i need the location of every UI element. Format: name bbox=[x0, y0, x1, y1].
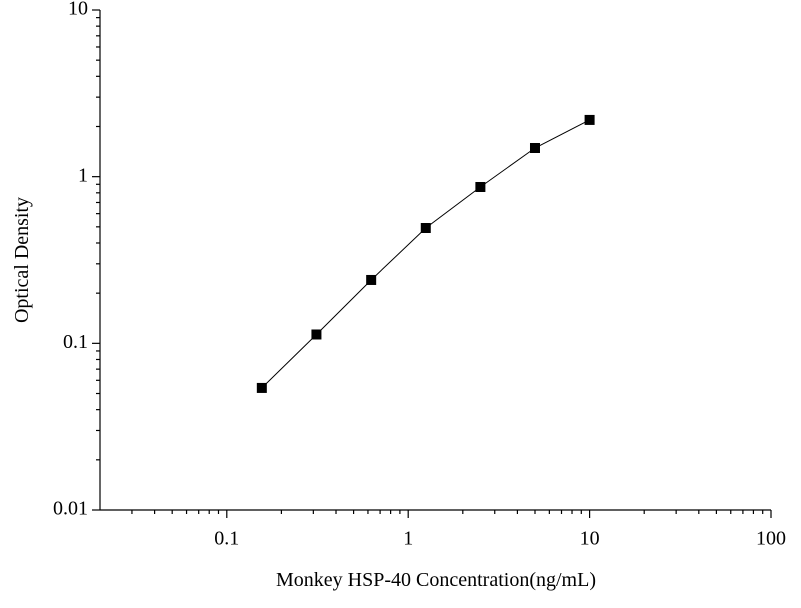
y-tick-label: 0.01 bbox=[53, 498, 88, 520]
x-tick-label: 100 bbox=[756, 528, 786, 550]
x-tick-label: 10 bbox=[580, 528, 600, 550]
curve bbox=[261, 119, 590, 389]
marker bbox=[311, 329, 322, 340]
marker bbox=[420, 223, 431, 234]
y-tick-label: 10 bbox=[68, 0, 88, 20]
marker bbox=[366, 274, 377, 285]
marker bbox=[584, 114, 595, 125]
marker bbox=[475, 181, 486, 192]
marker bbox=[529, 142, 540, 153]
x-tick-label: 0.1 bbox=[214, 528, 239, 550]
y-axis-label: Optical Density bbox=[11, 197, 33, 323]
marker bbox=[256, 382, 267, 393]
x-axis-label: Monkey HSP-40 Concentration(ng/mL) bbox=[276, 569, 596, 591]
x-tick-label: 1 bbox=[403, 528, 413, 550]
y-tick-label: 0.1 bbox=[63, 331, 88, 353]
y-tick-label: 1 bbox=[78, 164, 88, 186]
